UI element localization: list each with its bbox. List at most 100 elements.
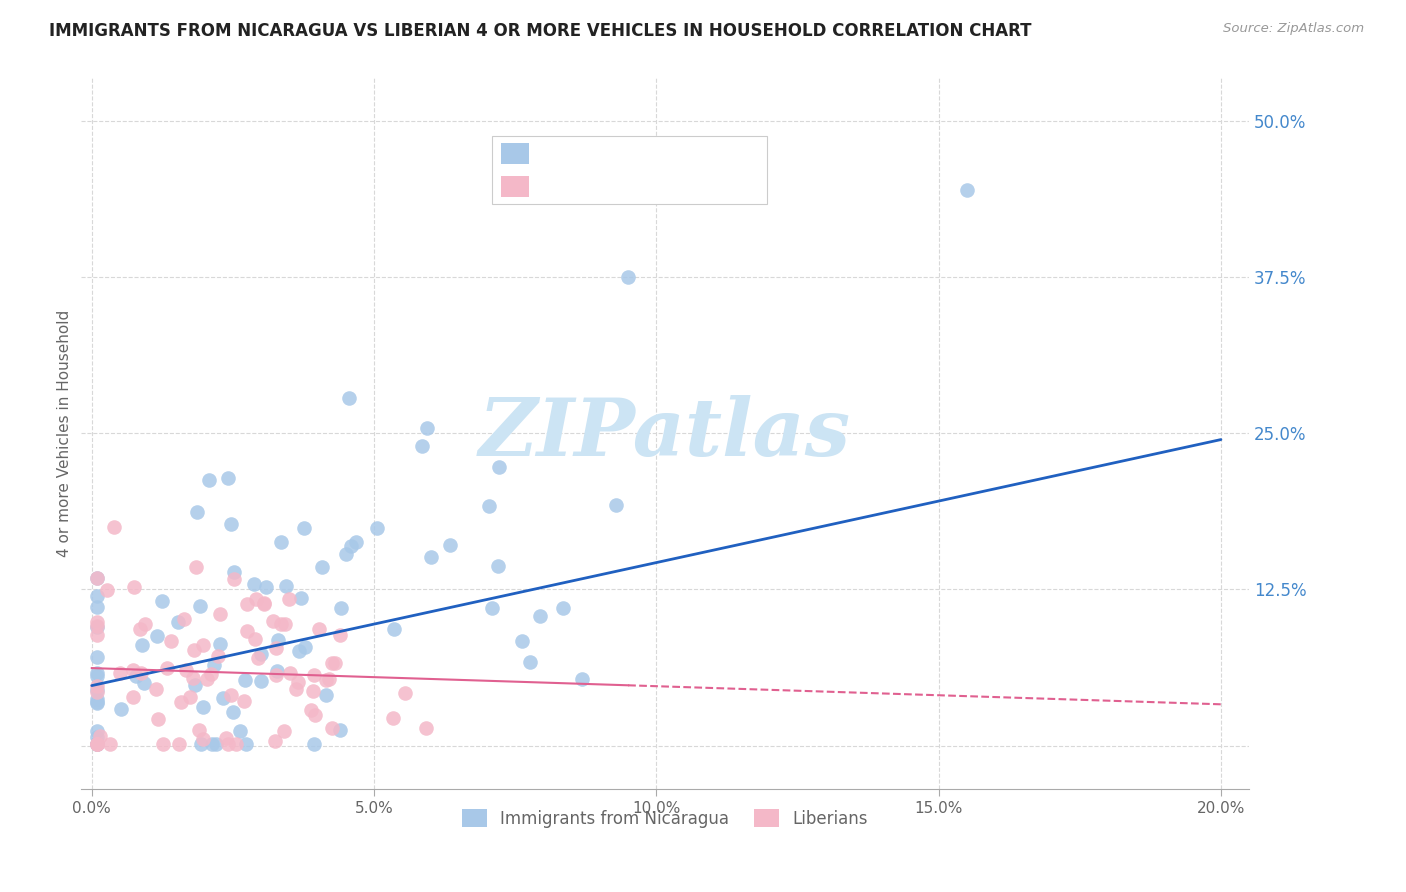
Point — [246, 651, 269, 665]
Point — [122, 580, 145, 594]
Point — [270, 616, 292, 631]
Point — [330, 601, 353, 615]
Point — [416, 421, 439, 435]
Point — [235, 624, 257, 638]
Point — [243, 577, 266, 591]
Point — [190, 737, 212, 751]
Point — [86, 737, 108, 751]
Text: ZIPatlas: ZIPatlas — [479, 394, 851, 472]
Point — [315, 689, 337, 703]
Point — [201, 737, 224, 751]
Point — [340, 539, 363, 553]
Point — [86, 695, 108, 709]
Point — [86, 737, 108, 751]
Point — [86, 589, 108, 603]
Point — [186, 505, 208, 519]
Point — [323, 656, 346, 670]
Point — [86, 600, 108, 615]
Point — [217, 737, 239, 751]
Point — [86, 650, 108, 665]
Point — [302, 737, 325, 751]
Point — [304, 707, 326, 722]
Point — [96, 583, 118, 598]
Point — [128, 622, 150, 636]
Point — [311, 560, 333, 574]
Point — [270, 535, 292, 549]
Point — [86, 730, 108, 744]
Point — [245, 591, 267, 606]
Point — [86, 665, 108, 680]
Point — [415, 721, 437, 735]
Point — [145, 629, 167, 643]
Point — [274, 579, 297, 593]
Point — [150, 594, 173, 608]
Point — [267, 633, 290, 648]
Point — [302, 668, 325, 682]
Point — [411, 439, 433, 453]
Point — [488, 460, 510, 475]
Point — [315, 673, 337, 687]
Point — [335, 547, 357, 561]
Point — [188, 599, 211, 614]
Point — [266, 664, 288, 678]
Legend: Immigrants from Nicaragua, Liberians: Immigrants from Nicaragua, Liberians — [456, 803, 875, 834]
Point — [285, 682, 308, 697]
Point — [287, 675, 309, 690]
Point — [86, 737, 108, 751]
Point — [217, 471, 239, 485]
Point — [129, 665, 152, 680]
Point — [529, 609, 551, 624]
Point — [235, 673, 257, 687]
Point — [235, 597, 257, 611]
Point — [329, 628, 352, 642]
Point — [122, 690, 145, 704]
Point — [86, 627, 108, 641]
Point — [229, 723, 252, 738]
Point — [146, 712, 169, 726]
Point — [224, 572, 246, 586]
Point — [292, 521, 315, 535]
Point — [250, 673, 273, 688]
Point — [184, 678, 207, 692]
Point — [86, 723, 108, 738]
Point — [103, 520, 125, 534]
Point — [617, 270, 640, 285]
Point — [160, 633, 183, 648]
Point — [183, 643, 205, 657]
Point — [98, 737, 121, 751]
Point — [191, 732, 214, 747]
Point — [264, 668, 287, 682]
Point — [86, 737, 108, 751]
Point — [86, 692, 108, 706]
Point — [110, 702, 132, 716]
Point — [337, 391, 360, 405]
Point — [110, 666, 132, 681]
Point — [170, 695, 193, 709]
Point — [208, 637, 231, 651]
Point — [481, 601, 503, 615]
Point — [86, 684, 108, 698]
Point — [145, 682, 167, 697]
Point — [477, 499, 499, 513]
Point — [571, 672, 593, 686]
Point — [86, 571, 108, 585]
Point — [278, 591, 301, 606]
Point — [232, 694, 254, 708]
Point — [273, 724, 295, 739]
Point — [167, 737, 190, 751]
Point — [152, 737, 174, 751]
Text: IMMIGRANTS FROM NICARAGUA VS LIBERIAN 4 OR MORE VEHICLES IN HOUSEHOLD CORRELATIO: IMMIGRANTS FROM NICARAGUA VS LIBERIAN 4 … — [49, 22, 1032, 40]
Point — [262, 614, 284, 628]
Point — [208, 607, 231, 621]
Point — [198, 473, 221, 487]
Point — [553, 600, 575, 615]
Point — [264, 733, 287, 747]
Point — [195, 672, 218, 686]
Point — [125, 669, 148, 683]
Point — [302, 684, 325, 698]
Point — [439, 538, 461, 552]
Point — [510, 633, 533, 648]
Point — [225, 737, 247, 751]
Point — [219, 689, 242, 703]
Point — [308, 622, 330, 636]
